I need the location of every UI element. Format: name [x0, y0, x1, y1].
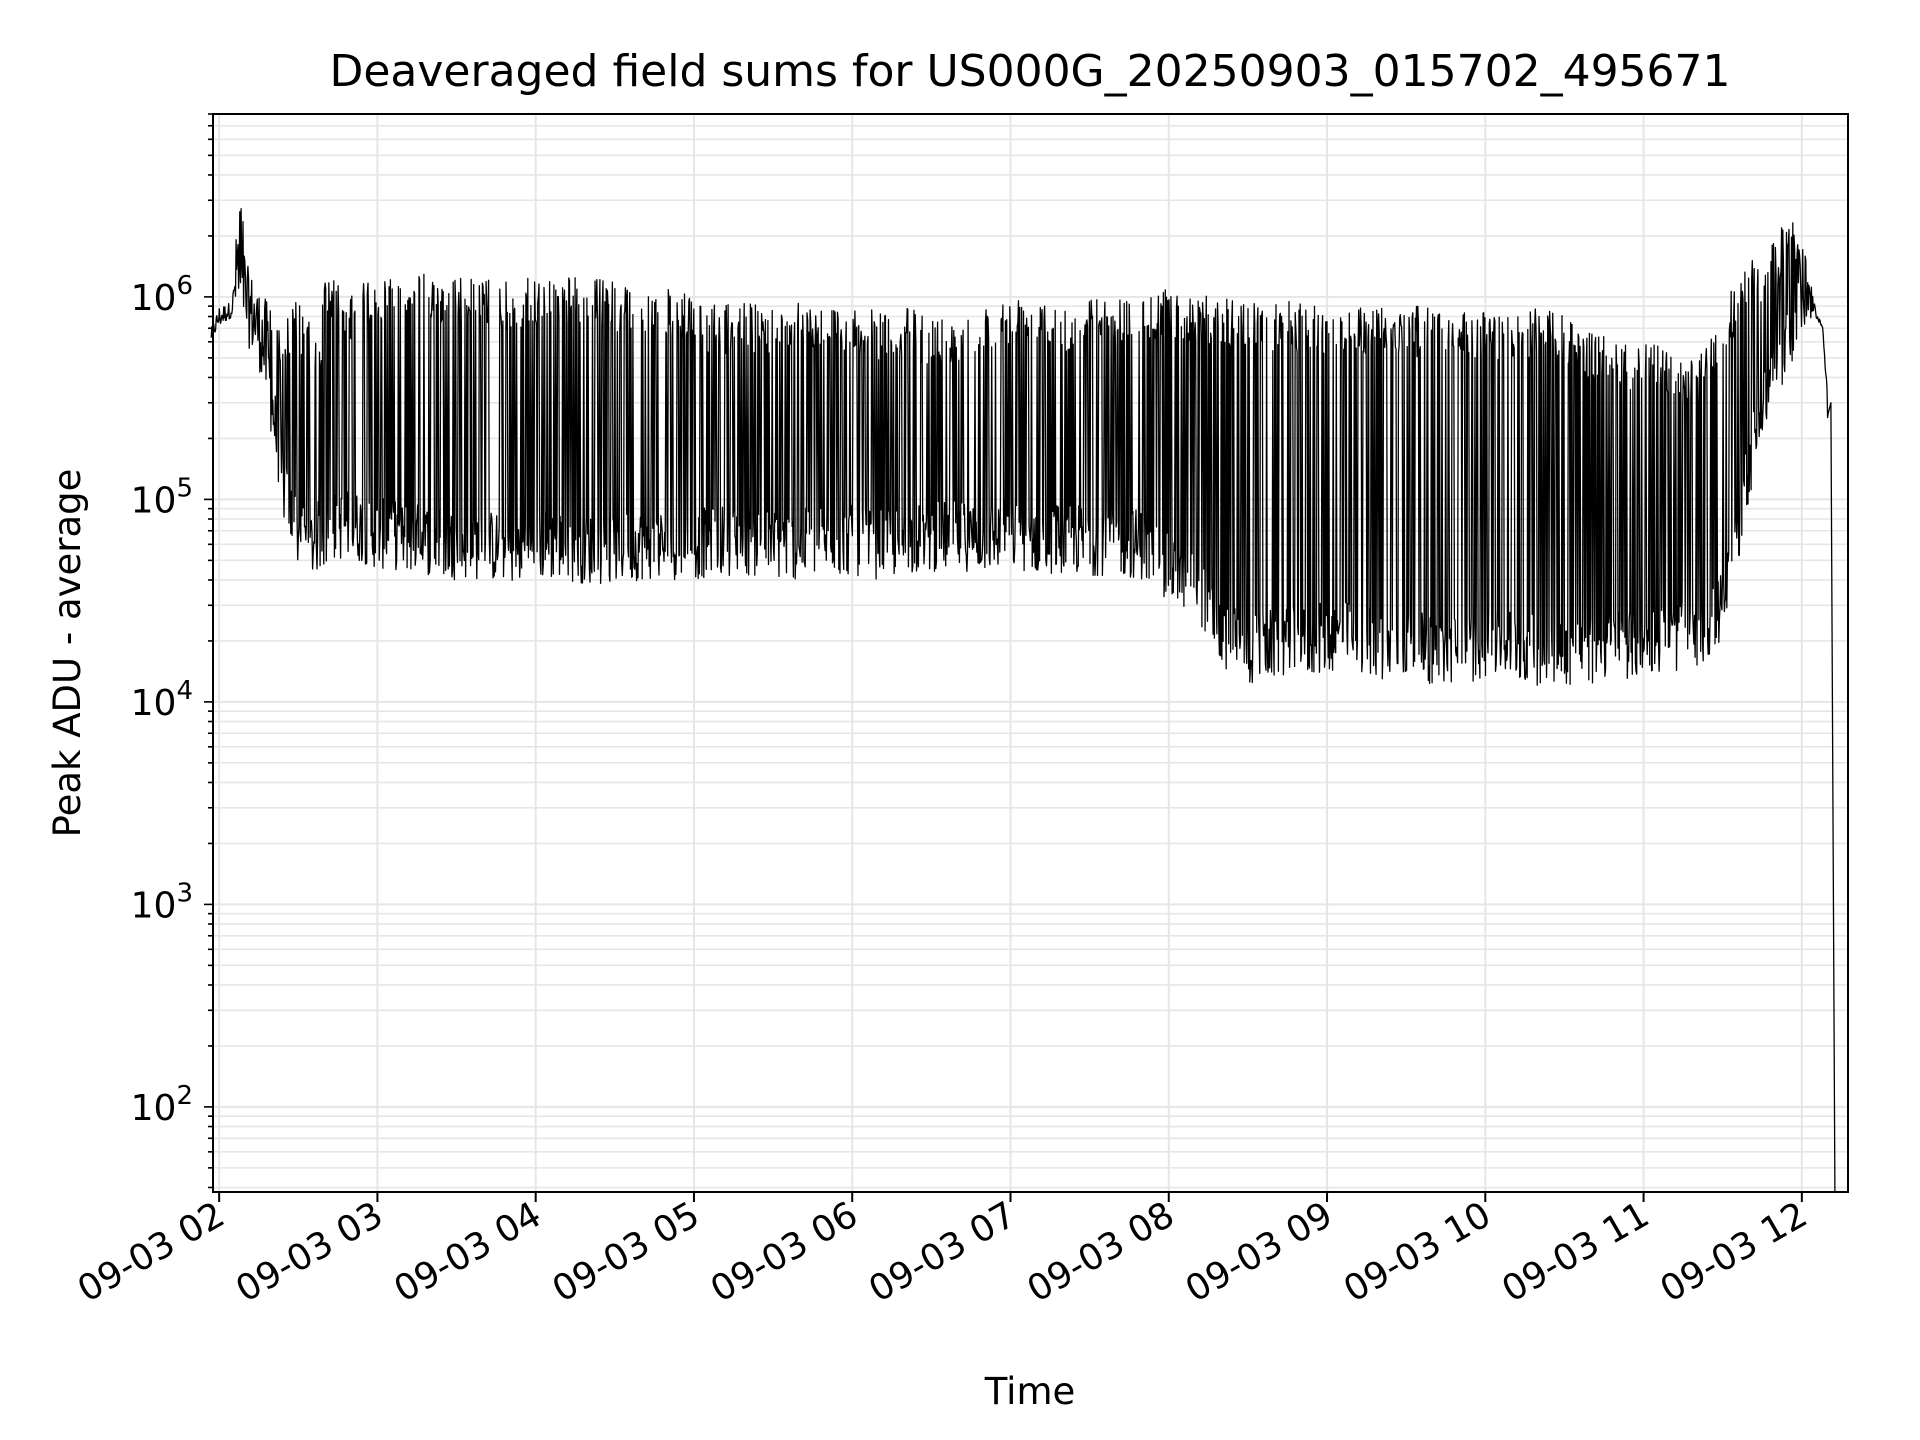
y-axis: 102 103 104 105 106: [131, 113, 213, 1189]
plot-frame: [212, 113, 1849, 1193]
series-line: [210, 208, 1836, 1193]
x-axis-label: Time: [984, 1370, 1076, 1413]
chart-title: Deaveraged field sums for US000G_2025090…: [329, 46, 1730, 97]
data-series: [210, 208, 1836, 1193]
x-tick-label: 09-03 10: [1337, 1194, 1498, 1310]
x-tick-label: 09-03 08: [1021, 1194, 1182, 1310]
x-tick-label: 09-03 03: [229, 1194, 390, 1310]
x-tick-label: 09-03 06: [704, 1194, 865, 1310]
y-axis-label: Peak ADU - average: [46, 469, 89, 838]
x-tick-label: 09-03 02: [71, 1194, 232, 1310]
y-tick-label: 106: [131, 271, 193, 319]
x-tick-label: 09-03 07: [862, 1194, 1023, 1310]
y-tick-label: 104: [131, 676, 193, 724]
x-tick-label: 09-03 11: [1495, 1194, 1656, 1310]
x-tick-label: 09-03 09: [1179, 1194, 1340, 1310]
x-tick-label: 09-03 12: [1654, 1194, 1815, 1310]
x-tick-label: 09-03 04: [388, 1194, 549, 1310]
y-tick-label: 103: [131, 878, 193, 926]
grid: [213, 113, 1848, 1192]
y-tick-label: 105: [131, 473, 193, 521]
y-tick-label: 102: [131, 1081, 193, 1129]
x-tick-label: 09-03 05: [546, 1194, 707, 1310]
